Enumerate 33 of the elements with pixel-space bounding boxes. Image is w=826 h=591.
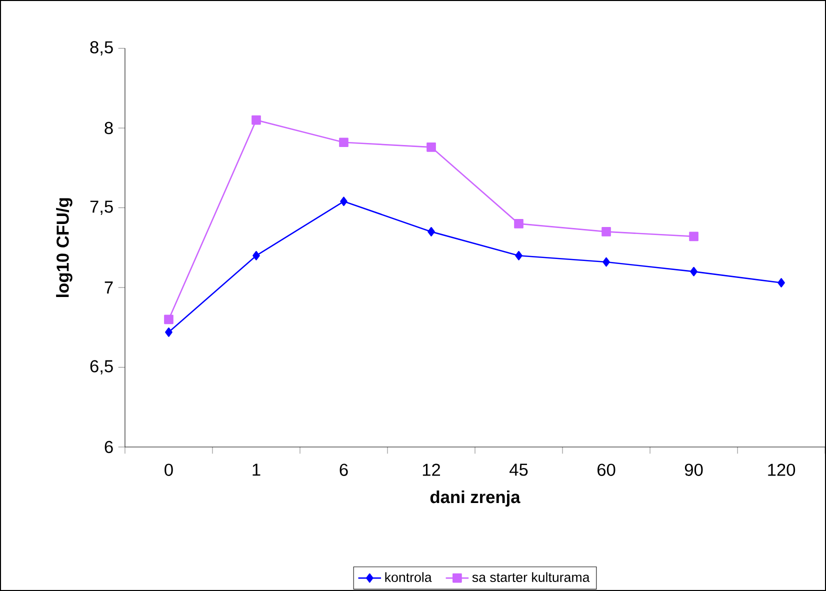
x-tick-label: 1	[252, 464, 260, 476]
point	[252, 250, 260, 260]
point	[426, 142, 436, 152]
point	[165, 328, 172, 337]
legend-label: sa starter kulturama	[472, 572, 590, 582]
point	[602, 257, 610, 267]
x-tick-label: 0	[164, 464, 173, 476]
legend-label: kontrola	[385, 572, 432, 582]
x-tick-label: 6	[340, 464, 348, 476]
point	[689, 232, 698, 242]
point	[252, 115, 261, 125]
point	[514, 219, 524, 228]
point	[340, 196, 348, 206]
x-axis-title: dani zrenja	[430, 490, 520, 507]
y-axis-title: log10 CFU/g	[56, 198, 72, 298]
point	[690, 266, 698, 276]
point	[339, 138, 348, 148]
x-tick-label: 45	[510, 464, 528, 476]
x-tick-label: 90	[684, 464, 703, 476]
point	[428, 227, 435, 236]
y-tick-label: 8	[104, 122, 113, 134]
point	[602, 227, 611, 236]
y-tick-label: 7,5	[90, 200, 113, 215]
point	[164, 314, 174, 324]
y-tick-label: 6,5	[90, 360, 113, 374]
point	[778, 278, 785, 288]
y-tick-label: 7	[104, 282, 113, 294]
x-tick-label: 60	[598, 464, 616, 476]
y-tick-label: 8,5	[90, 41, 113, 56]
x-tick-label: 12	[422, 464, 440, 476]
point	[515, 250, 522, 260]
x-tick-label: 120	[768, 464, 796, 476]
y-tick-label: 6	[104, 440, 113, 454]
